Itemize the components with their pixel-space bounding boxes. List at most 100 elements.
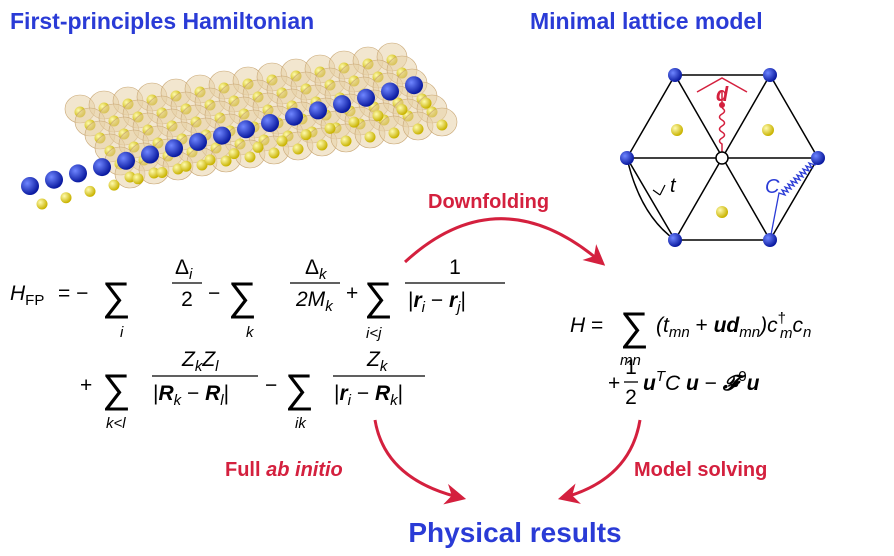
eq-token: i bbox=[120, 324, 124, 341]
crystal-atom bbox=[132, 173, 144, 185]
eq-token: 1 bbox=[625, 356, 637, 379]
eq-token: k bbox=[325, 298, 334, 315]
arrow-label-part: ab initio bbox=[266, 459, 343, 481]
crystal-atom bbox=[196, 159, 208, 171]
eq-token: − bbox=[208, 282, 220, 305]
model-equation: H = ∑ mn (tmn + udmn)c† mcn + 1 2 uTC u −… bbox=[570, 305, 811, 409]
crystal-atom bbox=[285, 107, 303, 126]
eq-token: − bbox=[699, 372, 723, 395]
crystal-atom bbox=[309, 101, 327, 120]
left-title: First-principles Hamiltonian bbox=[10, 8, 314, 34]
eq-token: H bbox=[10, 282, 26, 305]
arrow-label-part: Full bbox=[225, 459, 266, 481]
shape: Δk bbox=[305, 256, 328, 283]
crystal-atom bbox=[340, 135, 352, 147]
crystal-atom bbox=[36, 198, 48, 210]
shape bbox=[769, 157, 819, 241]
shape bbox=[626, 157, 676, 241]
arrow-label: Model solving bbox=[634, 459, 767, 481]
arrow-label: Downfolding bbox=[428, 191, 549, 213]
arrow bbox=[557, 419, 642, 504]
crystal-atom bbox=[261, 114, 279, 132]
crystal-atom bbox=[165, 139, 183, 158]
crystal-atom bbox=[220, 155, 232, 167]
crystal-atom bbox=[268, 147, 280, 159]
crystal-atom bbox=[412, 123, 424, 135]
eq-token: T bbox=[656, 368, 667, 385]
shape bbox=[715, 151, 729, 165]
crystal-atom bbox=[69, 164, 87, 183]
lattice-illustration bbox=[620, 68, 825, 247]
crystal-atom bbox=[21, 177, 39, 195]
eq-token: R bbox=[375, 382, 391, 405]
eq-token: | bbox=[224, 382, 229, 405]
eq-token: k bbox=[319, 266, 328, 283]
eq-token: | bbox=[398, 382, 403, 405]
crystal-illustration bbox=[21, 42, 458, 210]
arrow bbox=[403, 217, 606, 266]
crystal-atom bbox=[180, 160, 192, 172]
eq-token: ∑ bbox=[285, 367, 314, 411]
eq-token: = − bbox=[58, 282, 88, 305]
eq-token: ud bbox=[714, 314, 741, 337]
crystal-atom bbox=[189, 132, 207, 151]
shape: Zk bbox=[366, 348, 389, 375]
eq-token: ∑ bbox=[228, 275, 257, 319]
crystal-atom bbox=[117, 151, 135, 170]
eq-token: Z bbox=[201, 348, 216, 371]
arrow-label: Full ab initio bbox=[225, 459, 343, 481]
eq-token: k bbox=[174, 392, 183, 409]
eq-token: − bbox=[265, 374, 277, 397]
crystal-atom bbox=[405, 76, 423, 95]
crystal-atom bbox=[60, 192, 72, 204]
shape bbox=[668, 233, 682, 247]
crystal-atom bbox=[204, 154, 216, 166]
eq-token: Z bbox=[366, 348, 381, 371]
eq-token: FP bbox=[25, 292, 44, 309]
crystal-atom bbox=[381, 82, 399, 101]
eq-token: = bbox=[585, 314, 603, 337]
bottom-title: Physical results bbox=[408, 517, 621, 548]
eq-token: k bbox=[246, 324, 255, 341]
eq-token: − bbox=[351, 382, 375, 405]
crystal-atom bbox=[396, 104, 408, 115]
eq-token: (t bbox=[656, 314, 670, 337]
crystal-atom bbox=[357, 88, 375, 107]
eq-token: k bbox=[390, 392, 399, 409]
eq-token: i bbox=[189, 266, 193, 283]
crystal-atom bbox=[252, 141, 264, 153]
eq-token: k<l bbox=[106, 415, 126, 432]
shape: |ri − rj| bbox=[408, 289, 466, 316]
crystal-atom bbox=[156, 167, 168, 178]
shape bbox=[620, 68, 825, 247]
eq-token: r bbox=[449, 289, 459, 312]
crystal-atom bbox=[148, 167, 160, 179]
crystal-atom bbox=[228, 148, 240, 160]
eq-token: H bbox=[570, 314, 586, 337]
eq-token: mn bbox=[739, 324, 760, 341]
eq-token: R bbox=[205, 382, 221, 405]
eq-token: i bbox=[348, 392, 352, 409]
shape bbox=[718, 107, 726, 158]
eq-token: | bbox=[408, 289, 413, 312]
shape: 2Mk bbox=[295, 288, 334, 315]
lattice-label: t bbox=[670, 175, 677, 197]
crystal-atom bbox=[324, 122, 336, 134]
eq-token: r bbox=[413, 289, 423, 312]
shape bbox=[671, 124, 683, 136]
fp-equation-line2: + ∑ k<l ZkZl |Rk − Rl| − ∑ ik Zk |ri − R… bbox=[80, 348, 425, 432]
eq-token: 2 bbox=[181, 288, 193, 311]
eq-token: c bbox=[792, 314, 803, 337]
eq-token: 2M bbox=[295, 288, 326, 311]
shape bbox=[671, 124, 774, 218]
eq-token: C bbox=[665, 372, 686, 395]
eq-token: ik bbox=[295, 415, 307, 432]
shape: |Rk − Rl| bbox=[153, 382, 229, 409]
shape bbox=[719, 102, 725, 108]
eq-token: 0 bbox=[738, 368, 746, 385]
shape bbox=[763, 68, 777, 82]
eq-token: )c bbox=[757, 314, 778, 337]
eq-token: ∑ bbox=[102, 367, 131, 411]
eq-token: Δ bbox=[305, 256, 319, 279]
eq-token: + bbox=[608, 372, 620, 395]
